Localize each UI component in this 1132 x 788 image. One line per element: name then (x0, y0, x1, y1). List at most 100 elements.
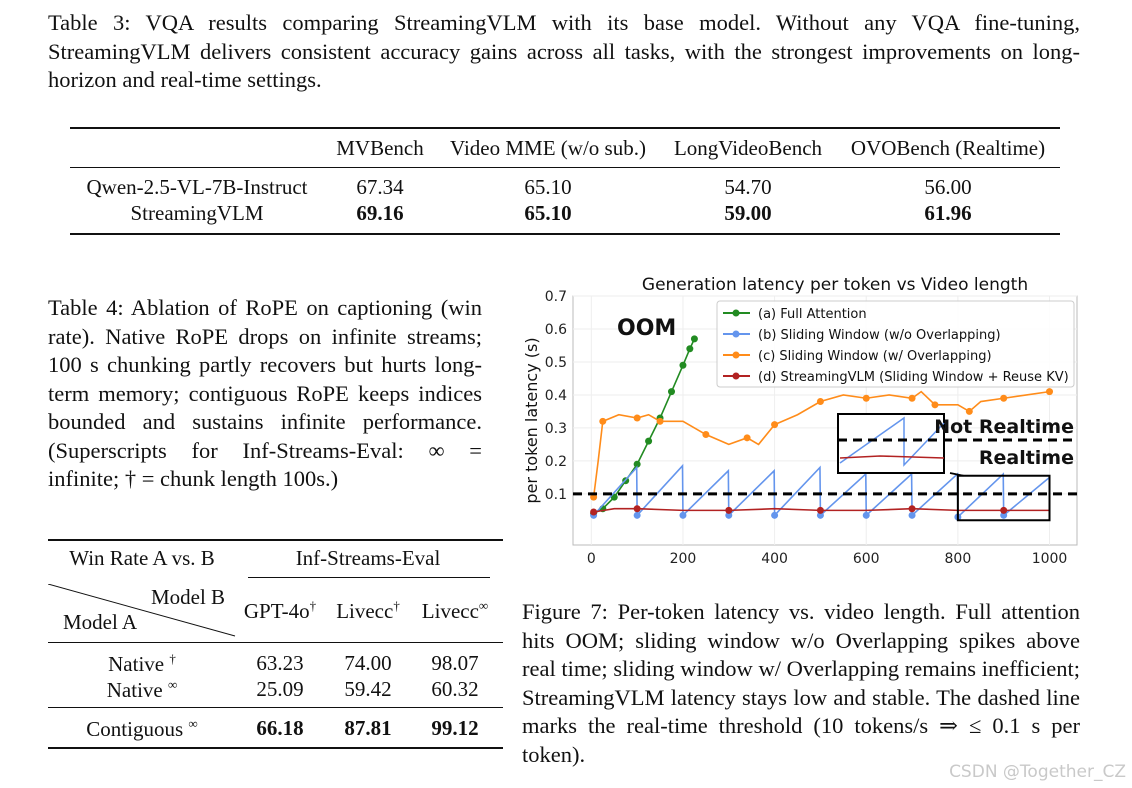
legend-label: (a) Full Attention (758, 307, 867, 322)
zoom-inset (837, 413, 1077, 522)
data-point (908, 511, 916, 519)
cell: 54.70 (724, 175, 772, 199)
legend: (a) Full Attention (b) Sliding Window (w/… (716, 300, 1075, 388)
model-a-label: Model A (62, 610, 138, 634)
table3-bottomrule (70, 233, 1060, 235)
x-axis-label: Processed video length (s) (719, 566, 930, 568)
chart-title: Generation latency per token vs Video le… (642, 275, 1028, 295)
data-point (686, 345, 694, 353)
x-tick-label: 800 (945, 551, 972, 567)
data-point (1046, 388, 1054, 396)
y-axis-label: per token latency (s) (522, 337, 541, 503)
series-line (592, 390, 1050, 498)
superscript: ∞ (478, 598, 489, 613)
y-tick-label: 0.2 (545, 454, 567, 470)
cell: 56.00 (924, 175, 972, 199)
data-point (633, 505, 641, 513)
model-name: Contiguous (86, 717, 184, 741)
y-tick-label: 0.7 (545, 289, 567, 305)
col-header: Video MME (w/o sub.) (450, 136, 646, 160)
col-header: OVOBench (Realtime) (850, 136, 1046, 160)
legend-marker (732, 372, 740, 380)
cell: 59.42 (344, 677, 392, 701)
legend-label: (d) StreamingVLM (Sliding Window + Reuse… (758, 370, 1069, 385)
cell: 69.16 (356, 201, 404, 225)
data-point (668, 388, 676, 396)
data-point (771, 511, 779, 519)
col-header: Livecc∞ (422, 598, 488, 624)
figure7-caption: Figure 7: Per-token latency vs. video le… (522, 599, 1080, 767)
cell: 65.10 (524, 201, 572, 225)
data-point (645, 437, 653, 445)
latency-chart: 0 200 400 600 800 1000 0.1 0.2 0.3 0.4 0.5 0.6 0.7 Ge… (522, 275, 1078, 568)
col-name: GPT-4o (243, 599, 310, 623)
series-3 (590, 505, 1050, 516)
cell: 61.96 (924, 201, 972, 225)
superscript: ∞ (167, 677, 178, 692)
inset-series-d (839, 455, 945, 459)
data-point (725, 511, 733, 519)
data-point (1000, 511, 1008, 519)
table4-bottomrule (48, 747, 503, 749)
table4-midrule2 (48, 707, 503, 708)
table3-caption: Table 3: VQA results comparing Streaming… (48, 10, 1080, 92)
series-2 (590, 388, 1054, 501)
y-tick-label: 0.5 (545, 355, 567, 371)
data-point (679, 511, 687, 519)
y-tick-label: 0.4 (545, 388, 567, 404)
cell: 59.00 (724, 201, 772, 225)
data-point (771, 421, 779, 429)
row-label: Native † (108, 651, 176, 677)
model-name: Native (106, 678, 163, 702)
superscript: † (169, 651, 176, 666)
data-point (633, 414, 641, 422)
data-point (1000, 506, 1008, 514)
col-header: Livecc† (336, 598, 400, 624)
cell: 67.34 (356, 175, 404, 199)
data-point (743, 434, 751, 442)
data-point (633, 511, 641, 519)
inset-source-box (956, 474, 1051, 522)
not-realtime-annotation: Not Realtime (934, 416, 1074, 438)
data-point (702, 431, 710, 439)
col-name: Livecc (336, 599, 394, 623)
table3-midrule (70, 167, 1060, 168)
superscript: † (393, 598, 400, 613)
cell: 63.23 (256, 651, 304, 675)
data-point (656, 417, 664, 425)
data-point (816, 506, 824, 514)
data-point (862, 511, 870, 519)
cell: 60.32 (431, 677, 479, 701)
superscript: † (309, 598, 317, 613)
legend-label: (c) Sliding Window (w/ Overlapping) (758, 349, 992, 364)
cell: 99.12 (431, 716, 479, 740)
table4-caption: Table 4: Ablation of RoPE on captioning … (48, 295, 482, 491)
col-header: MVBench (336, 136, 424, 160)
col-name: Livecc (421, 599, 479, 623)
data-point (590, 493, 598, 501)
data-point (931, 401, 939, 409)
x-tick-label: 200 (670, 551, 697, 567)
watermark: CSDN @Together_CZ (949, 762, 1126, 782)
data-point (1000, 394, 1008, 402)
legend-label: (b) Sliding Window (w/o Overlapping) (758, 328, 1001, 343)
row-label: Contiguous ∞ (86, 716, 197, 742)
cell: 25.09 (256, 677, 304, 701)
x-tick-label: 600 (853, 551, 880, 567)
oom-annotation: OOM (617, 316, 676, 341)
cell: 98.07 (431, 651, 479, 675)
y-tick-label: 0.6 (545, 322, 567, 338)
legend-marker (732, 309, 740, 317)
cell: 87.81 (344, 716, 392, 740)
diagonal-divider (48, 584, 236, 637)
row-label: Native ∞ (107, 677, 178, 703)
data-point (590, 508, 598, 516)
legend-marker (732, 330, 740, 338)
y-tick-label: 0.3 (545, 421, 567, 437)
cell: 66.18 (256, 716, 304, 740)
inset-arrow (949, 472, 964, 477)
data-point (599, 417, 607, 425)
data-point (816, 398, 824, 406)
table4-toprule (48, 539, 503, 541)
